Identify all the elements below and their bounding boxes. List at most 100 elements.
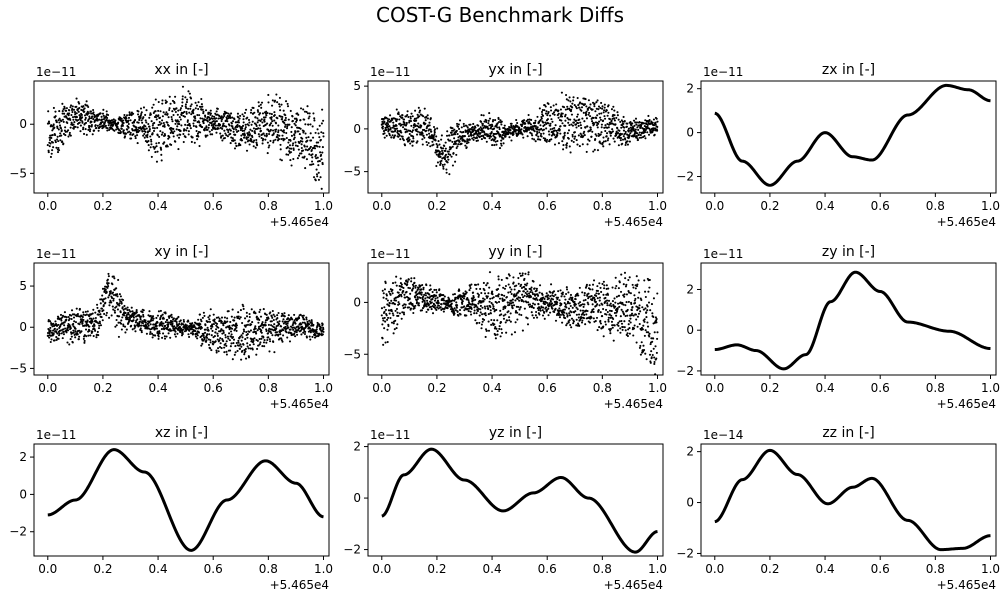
data-point	[654, 127, 657, 130]
data-point	[124, 307, 127, 310]
data-point	[576, 143, 579, 146]
data-point	[597, 105, 601, 108]
data-point	[47, 120, 51, 123]
data-point	[620, 132, 624, 136]
data-point	[314, 333, 317, 337]
data-point	[453, 293, 456, 296]
data-point	[385, 134, 388, 137]
data-point	[598, 140, 601, 143]
data-point	[547, 110, 550, 114]
data-point	[619, 137, 623, 140]
data-point	[301, 137, 304, 140]
data-point	[314, 179, 317, 182]
data-point	[470, 313, 473, 316]
data-point	[115, 305, 118, 308]
data-point	[515, 284, 518, 287]
data-point	[495, 143, 498, 146]
x-tick-label: 1.0	[314, 199, 333, 213]
data-point	[101, 287, 105, 290]
x-tick-label: 0.8	[259, 381, 278, 395]
data-point	[533, 138, 536, 141]
data-point	[155, 142, 158, 145]
subplot-title: xx in [-]	[154, 62, 208, 78]
data-point	[393, 134, 397, 137]
data-point	[426, 117, 429, 120]
data-point	[265, 110, 268, 113]
data-point	[640, 136, 643, 139]
data-point	[385, 314, 388, 317]
data-point	[112, 297, 115, 300]
data-point	[483, 120, 486, 123]
data-point	[446, 307, 449, 310]
data-point	[419, 133, 422, 136]
data-point	[536, 130, 539, 133]
data-point	[400, 317, 403, 320]
data-point	[407, 136, 410, 139]
data-point	[523, 119, 526, 122]
data-point	[477, 295, 480, 298]
data-point	[234, 345, 237, 348]
data-point	[406, 113, 409, 117]
data-point	[278, 105, 281, 108]
data-point	[241, 322, 244, 325]
data-point	[636, 132, 639, 135]
data-point	[383, 306, 386, 309]
data-point	[82, 126, 85, 129]
data-point	[507, 283, 510, 286]
data-point	[214, 340, 217, 343]
data-point	[502, 286, 505, 289]
subplot-yx: yx in [-]0.0 0.2 0.4 0.6 0.8 1.0+5.465e4−5051…	[343, 62, 667, 229]
data-point	[482, 135, 485, 138]
data-point	[226, 135, 229, 138]
x-tick-label: 0.0	[705, 199, 724, 213]
data-point	[147, 149, 150, 152]
data-point	[430, 305, 433, 308]
data-point	[549, 114, 552, 117]
data-point	[260, 337, 263, 340]
data-point	[425, 310, 428, 314]
data-point	[139, 327, 142, 330]
data-point	[160, 122, 163, 125]
data-point	[115, 318, 118, 322]
data-point	[627, 127, 630, 130]
data-point	[429, 128, 432, 131]
data-point	[292, 157, 295, 161]
data-point	[279, 109, 282, 112]
data-point	[531, 134, 534, 137]
data-point	[233, 139, 236, 142]
data-point	[230, 330, 233, 333]
data-point	[165, 111, 168, 114]
subplot-title: zx in [-]	[822, 62, 875, 78]
data-point	[72, 123, 75, 126]
data-point	[510, 122, 513, 125]
data-point	[147, 122, 150, 126]
data-point	[392, 332, 395, 335]
data-point	[498, 128, 501, 131]
data-point	[118, 302, 121, 305]
data-point	[296, 157, 299, 160]
data-point	[625, 125, 628, 128]
data-point	[415, 117, 418, 120]
data-point	[223, 316, 226, 319]
data-point	[236, 112, 240, 115]
data-point	[67, 129, 70, 132]
data-point	[173, 130, 176, 133]
data-point	[288, 340, 292, 343]
data-point	[510, 299, 513, 302]
data-point	[440, 303, 443, 306]
data-point	[107, 296, 110, 299]
data-point	[319, 326, 322, 329]
data-point	[74, 336, 77, 339]
data-point	[417, 106, 420, 109]
data-point	[607, 137, 610, 140]
data-point	[258, 337, 261, 341]
data-point	[155, 316, 158, 320]
data-point	[100, 115, 103, 118]
data-point	[401, 311, 404, 314]
data-point	[195, 130, 198, 133]
data-point	[65, 316, 68, 319]
data-point	[238, 317, 241, 320]
data-point	[266, 112, 269, 115]
data-point	[286, 125, 289, 128]
data-point	[585, 110, 588, 113]
